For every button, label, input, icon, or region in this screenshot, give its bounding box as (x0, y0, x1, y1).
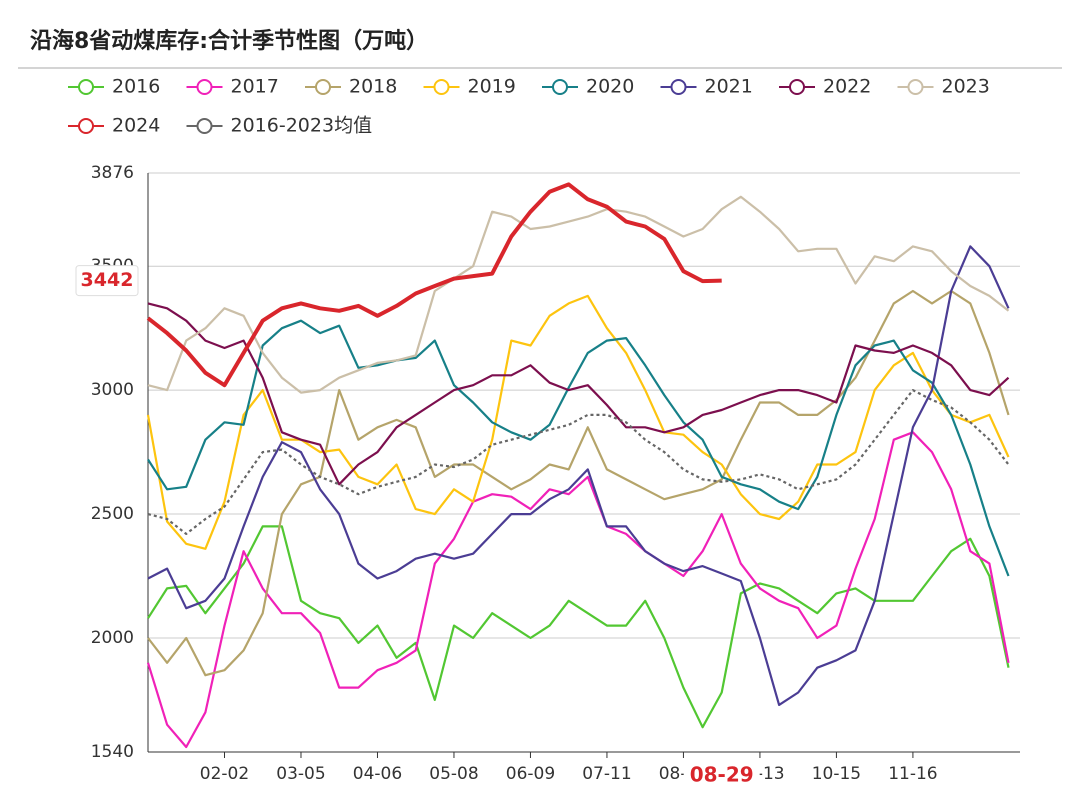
y-tick-label: 3876 (91, 163, 134, 183)
x-tick-label: 04-06 (353, 764, 402, 784)
pointer-y-box (75, 265, 139, 297)
series-line (147, 245, 1010, 706)
legend-label: 2018 (349, 76, 397, 98)
legend-marker (196, 118, 213, 134)
legend-marker (789, 79, 805, 95)
legend-label: 2019 (468, 76, 516, 98)
x-tick-label: 10-15 (812, 764, 861, 784)
legend-label: 2016 (112, 76, 160, 98)
legend-label: 2023 (942, 76, 990, 98)
legend-label: 2021 (705, 76, 753, 98)
pointer-y-label: 3442 (81, 269, 134, 291)
legend-label: 2020 (586, 76, 634, 98)
series-line (147, 389, 1010, 535)
chart-title: 沿海8省动煤库存:合计季节性图（万吨） (30, 28, 428, 54)
series-line (147, 525, 1010, 729)
series-line (147, 289, 1010, 677)
legend-marker (78, 118, 94, 134)
x-tick-label: 03-05 (276, 764, 325, 784)
series-line (146, 182, 722, 388)
x-tick-label: 07-11 (582, 764, 631, 784)
y-tick-label: 3000 (91, 380, 134, 400)
pointer-x-box (683, 760, 760, 792)
series-line (146, 294, 1010, 550)
legend-marker (196, 79, 213, 95)
pointer-x-label: 08-29 (690, 763, 754, 787)
series-line (147, 302, 1010, 486)
legend-label: 2017 (231, 76, 279, 98)
x-tick-label: 06-09 (506, 764, 555, 784)
x-tick-label: 02-02 (200, 764, 249, 784)
series-line (147, 195, 1010, 394)
legend-label: 2022 (823, 76, 871, 98)
x-tick-label: 11-16 (888, 764, 937, 784)
y-tick-label: 2500 (91, 504, 134, 524)
legend-marker (670, 79, 687, 95)
series-line (147, 319, 1010, 577)
legend-marker (78, 79, 94, 95)
y-tick-label: 2000 (91, 628, 134, 648)
legend-marker (315, 79, 331, 95)
legend-label: 2024 (112, 115, 160, 137)
x-tick-label: 05-08 (429, 764, 478, 784)
legend-marker (552, 79, 568, 95)
y-tick-label: 1540 (91, 742, 134, 762)
legend-marker (433, 79, 450, 95)
series-line (146, 431, 1010, 749)
legend-label: 2016-2023均值 (231, 115, 373, 137)
legend-marker (907, 79, 924, 95)
